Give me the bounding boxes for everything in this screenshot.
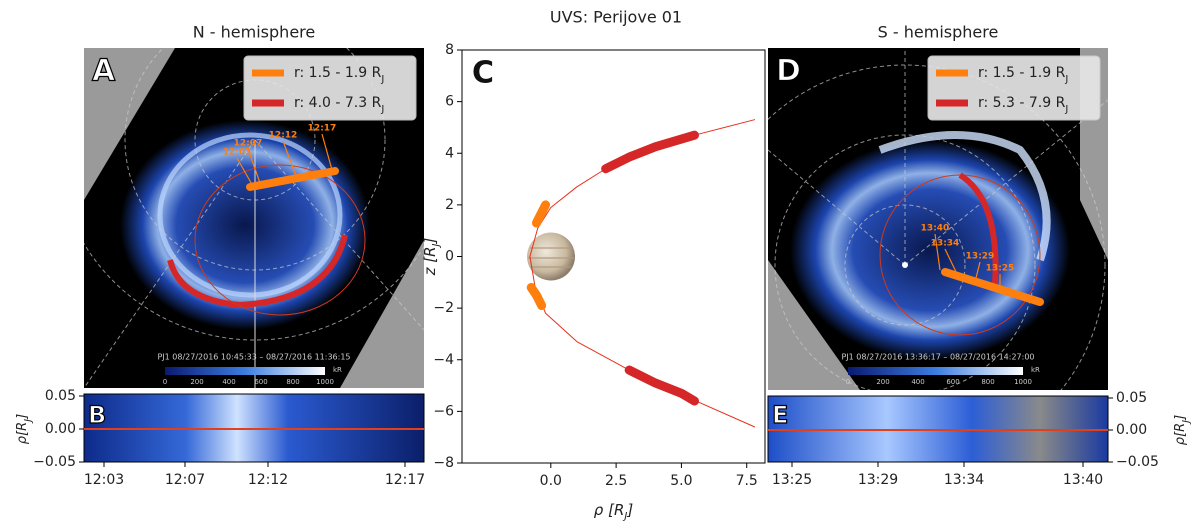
x-tick-label: 5.0 <box>670 473 692 489</box>
y-tick-label: −0.05 <box>33 454 76 470</box>
y-axis-label-part: ρ[R <box>15 422 30 444</box>
x-axis-label-part: ρ [R <box>594 501 625 519</box>
y-axis-label: ρ[RJ] <box>15 414 34 444</box>
x-tick-label: 13:40 <box>1063 472 1103 488</box>
colorbar-tick: 800 <box>981 378 994 386</box>
y-tick-label: −8 <box>433 455 454 471</box>
caption: PJ1 08/27/2016 13:36:17 – 08/27/2016 14:… <box>841 353 1034 362</box>
y-axis-label-part: z [R <box>421 246 439 276</box>
colorbar-tick: 0 <box>163 378 167 386</box>
panel-title: N - hemisphere <box>193 23 315 42</box>
x-tick-label: 13:25 <box>772 472 812 488</box>
y-tick-label: −2 <box>433 300 454 316</box>
colorbar-tick: 800 <box>286 378 299 386</box>
panel-letter: B <box>88 401 106 429</box>
x-tick-label: 13:29 <box>858 472 898 488</box>
axes-frame <box>462 50 765 463</box>
figure: UVS: Perijove 01 <box>0 0 1200 528</box>
time-annotation: 13:34 <box>931 239 960 249</box>
x-axis-label: ρ [RJ] <box>594 501 634 522</box>
y-axis-label: z [RJ] <box>421 237 442 276</box>
legend-label-text: r: 1.5 - 1.9 R <box>294 65 382 81</box>
y-axis-label-part: ] <box>15 414 30 420</box>
x-axis-label-part: ] <box>626 501 633 519</box>
colorbar-tick: 600 <box>254 378 267 386</box>
colorbar-tick: 600 <box>946 378 959 386</box>
colorbar-unit: kR <box>1031 366 1040 374</box>
y-tick-label: 0.05 <box>45 388 76 404</box>
time-annotation: 13:40 <box>921 224 950 234</box>
colorbar-tick: 400 <box>222 378 235 386</box>
y-tick-label: 8 <box>445 42 454 58</box>
y-tick-label: 0.00 <box>45 421 76 437</box>
colorbar-unit: kR <box>333 366 342 374</box>
colorbar-tick: 1000 <box>1014 378 1032 386</box>
x-tick-label: 12:17 <box>385 472 425 488</box>
x-tick-label: 12:07 <box>165 472 205 488</box>
legend-label-sub: J <box>380 104 384 115</box>
x-tick-label: 2.5 <box>605 473 627 489</box>
time-annotation: 12:12 <box>269 131 298 141</box>
caption: PJ1 08/27/2016 10:45:33 – 08/27/2016 11:… <box>157 353 350 362</box>
colorbar-tick: 0 <box>846 378 850 386</box>
y-tick-label: −0.05 <box>1116 454 1159 470</box>
x-tick-label: 7.5 <box>736 473 758 489</box>
y-tick-label: 2 <box>445 197 454 213</box>
y-axis-label: ρ[RJ] <box>1173 415 1192 445</box>
panel-title: S - hemisphere <box>878 23 999 42</box>
y-tick-label: 0.00 <box>1116 422 1147 438</box>
y-axis-label-part: ρ[R <box>1173 423 1188 445</box>
y-axis-label-part: ] <box>1173 415 1188 421</box>
y-tick-label: 6 <box>445 94 454 110</box>
colorbar-tick: 200 <box>190 378 203 386</box>
y-tick-label: −6 <box>433 403 454 419</box>
legend-label-sub: J <box>380 74 384 85</box>
legend-label-text: r: 4.0 - 7.3 R <box>294 95 382 111</box>
time-annotation: 12:03 <box>223 148 252 158</box>
time-annotation: 13:25 <box>986 264 1015 274</box>
figure-title: UVS: Perijove 01 <box>550 8 682 27</box>
colorbar-tick: 200 <box>876 378 889 386</box>
panel-letter: E <box>772 401 788 429</box>
colorbar-tick: 400 <box>911 378 924 386</box>
y-axis-label-part: ] <box>421 237 439 244</box>
y-tick-label: 4 <box>445 145 454 161</box>
panel-letter: A <box>92 54 116 89</box>
legend-label-sub: J <box>1064 104 1068 115</box>
panel-letter: D <box>776 54 801 89</box>
x-tick-label: 12:12 <box>248 472 288 488</box>
legend-label-sub: J <box>1064 74 1068 85</box>
panel-letter: C <box>472 56 494 91</box>
y-tick-label: −4 <box>433 352 454 368</box>
x-tick-label: 13:34 <box>944 472 984 488</box>
legend-label-text: r: 1.5 - 1.9 R <box>978 65 1066 81</box>
time-annotation: 13:29 <box>966 252 995 262</box>
time-annotation: 12:17 <box>308 124 337 134</box>
colorbar-tick: 1000 <box>316 378 334 386</box>
y-tick-label: 0.05 <box>1116 390 1147 406</box>
legend-label-text: r: 5.3 - 7.9 R <box>978 95 1066 111</box>
x-tick-label: 0.0 <box>540 473 562 489</box>
y-tick-label: 0 <box>445 249 454 265</box>
x-tick-label: 12:03 <box>84 472 124 488</box>
